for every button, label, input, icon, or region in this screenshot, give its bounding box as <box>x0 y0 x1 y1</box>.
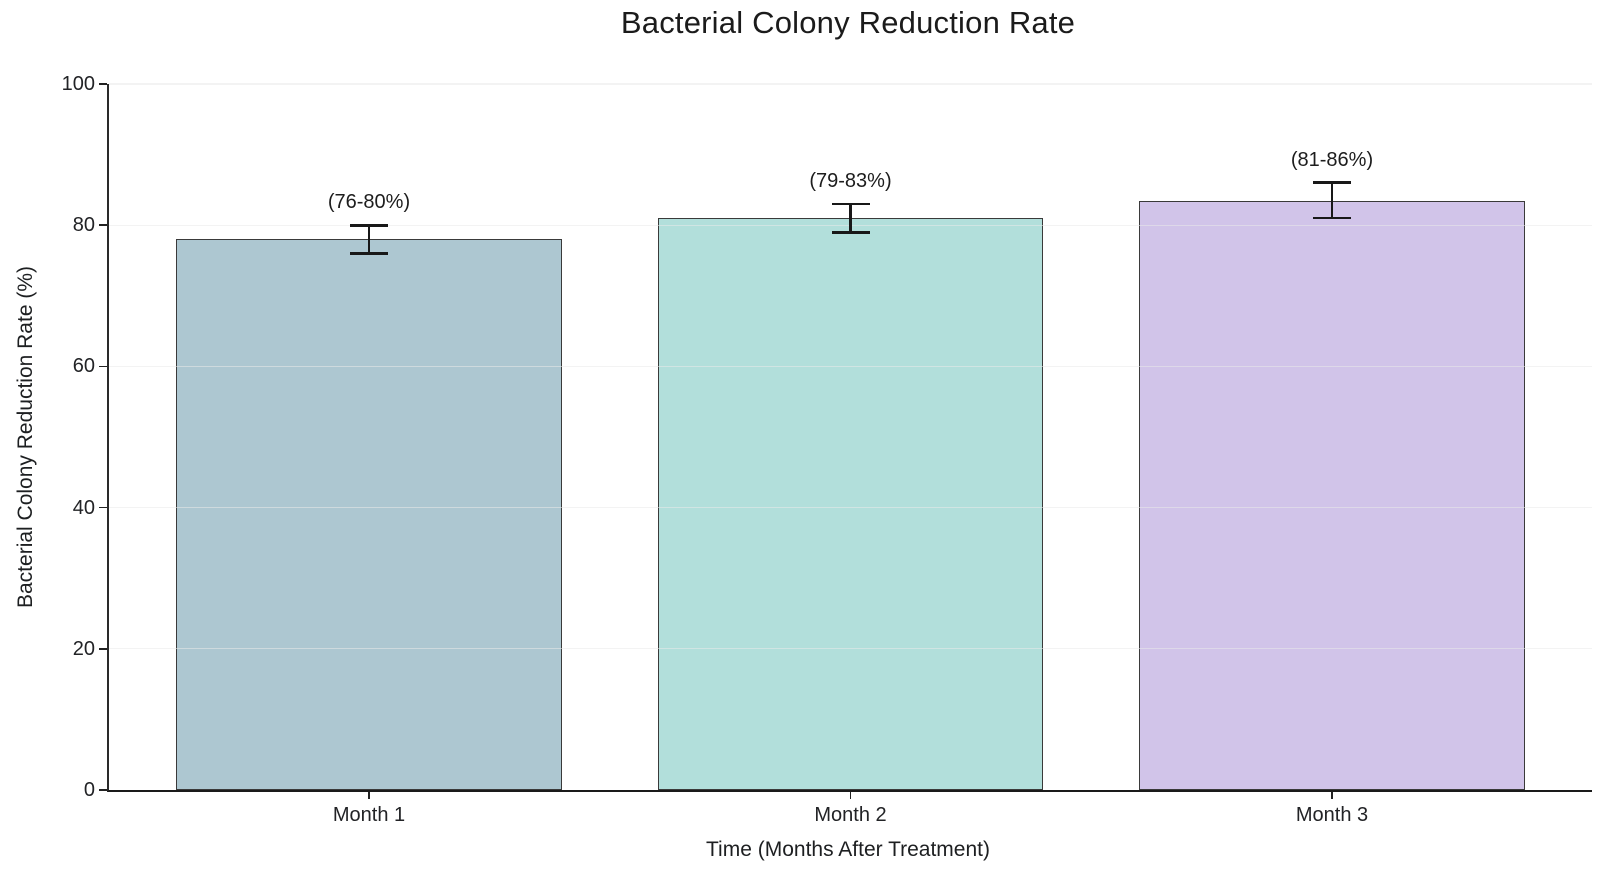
y-tick-60 <box>99 365 107 368</box>
x-tick-1 <box>368 792 370 799</box>
x-tick-label-1: Month 1 <box>332 804 406 826</box>
y-tick-20 <box>99 648 107 650</box>
bar-month-1 <box>176 239 562 790</box>
y-tick-100 <box>99 83 107 85</box>
error-bar-cap <box>831 202 870 206</box>
y-tick-label-20: 20 <box>72 637 95 660</box>
chart-title: Bacterial Colony Reduction Rate <box>620 5 1076 40</box>
y-tick-label-0: 0 <box>83 779 95 801</box>
error-bar-line <box>367 225 371 254</box>
bar-annotation: (81-86%) <box>1290 148 1374 171</box>
bar-annotation: (76-80%) <box>327 191 411 214</box>
y-tick-label-60: 60 <box>72 355 95 378</box>
x-tick-label-3: Month 3 <box>1295 804 1369 826</box>
error-bar-cap <box>1313 216 1351 220</box>
y-tick-label-100: 100 <box>61 73 95 95</box>
x-axis-title: Time (Months After Treatment) <box>706 838 990 861</box>
gridline-y-100 <box>109 83 1592 85</box>
bar-month-2 <box>657 218 1044 790</box>
error-bar-line <box>849 204 852 233</box>
error-bar-line <box>1330 182 1334 219</box>
y-tick-0 <box>99 789 107 791</box>
error-bar-cap <box>350 252 388 255</box>
y-tick-40 <box>99 506 107 509</box>
error-bar-cap <box>831 230 870 234</box>
error-bar-cap <box>1313 181 1351 185</box>
plot-area: 0 20 40 60 80 100 (76-80%) (79-83%) (81-86%) Mont… <box>62 73 1592 826</box>
error-bar-cap <box>350 223 388 227</box>
y-tick-label-80: 80 <box>72 214 95 237</box>
x-tick-3 <box>1331 792 1333 799</box>
y-tick-label-40: 40 <box>72 496 95 519</box>
y-tick-80 <box>99 224 107 226</box>
bar-month-3 <box>1139 200 1525 790</box>
y-axis-title: Bacterial Colony Reduction Rate (%) <box>14 266 37 608</box>
x-tick-label-2: Month 2 <box>814 804 887 826</box>
x-tick-2 <box>849 792 852 799</box>
bar-annotation: (79-83%) <box>809 170 892 192</box>
